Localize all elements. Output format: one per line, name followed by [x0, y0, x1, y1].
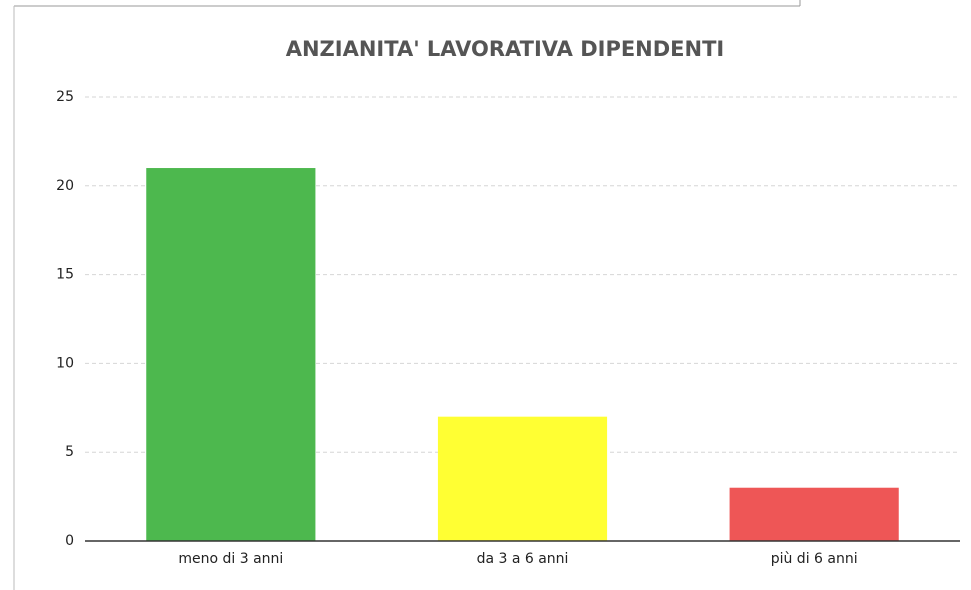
chart-title: ANZIANITA' LAVORATIVA DIPENDENTI	[286, 37, 725, 61]
bar	[146, 168, 316, 542]
y-tick-label: 15	[56, 267, 74, 283]
x-tick-label: meno di 3 anni	[178, 551, 283, 567]
y-tick-label: 20	[56, 178, 74, 194]
y-tick-label: 25	[56, 89, 74, 105]
y-tick-label: 0	[65, 533, 74, 549]
bar	[729, 487, 899, 541]
y-tick-label: 10	[56, 355, 74, 371]
x-tick-label: più di 6 anni	[771, 551, 858, 567]
y-tick-label: 5	[65, 444, 74, 460]
x-tick-label: da 3 a 6 anni	[477, 551, 569, 567]
bar	[437, 416, 608, 541]
